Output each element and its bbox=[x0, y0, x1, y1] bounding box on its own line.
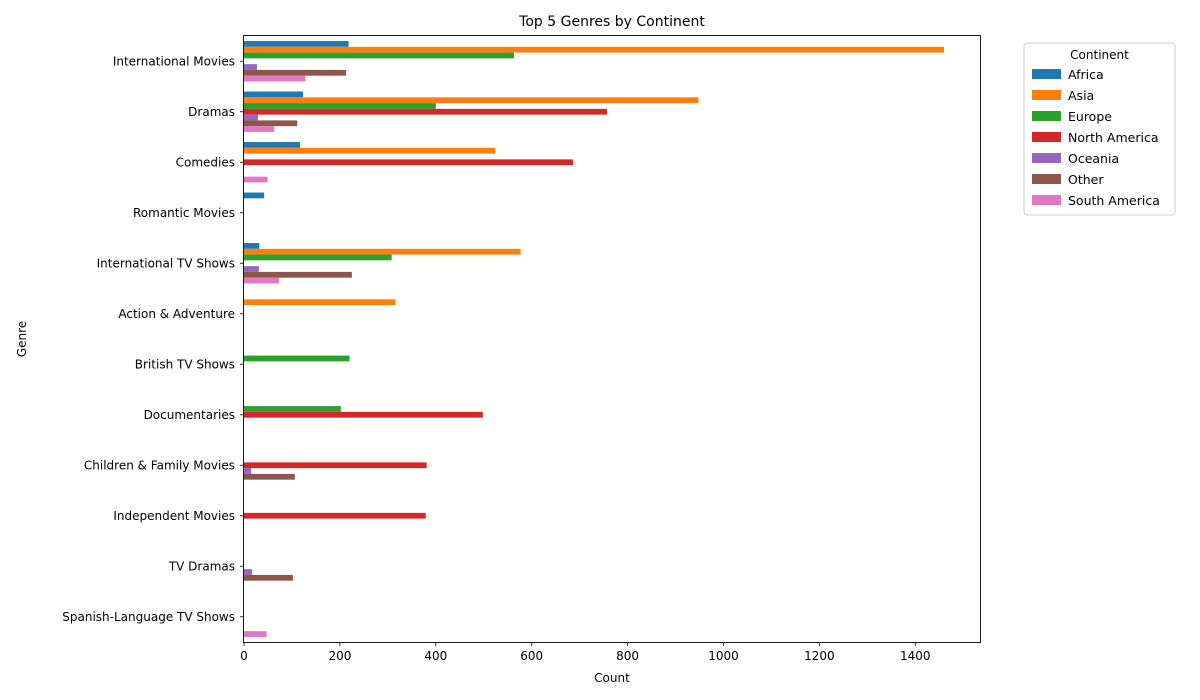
legend-swatch-other bbox=[1032, 174, 1061, 184]
bar-europe-british-tv-shows bbox=[244, 355, 350, 362]
bar-europe-international-movies bbox=[244, 52, 514, 59]
bar-asia-action-adventure bbox=[244, 299, 396, 306]
legend-frame bbox=[1023, 42, 1176, 216]
bar-south-america-international-movies bbox=[244, 75, 306, 82]
bar-asia-international-movies bbox=[244, 46, 945, 53]
plot-frame bbox=[243, 35, 981, 643]
bar-south-america-spanish-language-tv-shows bbox=[244, 631, 267, 637]
bar-south-america-international-tv-shows bbox=[244, 277, 280, 284]
bar-north-america-documentaries bbox=[244, 411, 483, 418]
bar-africa-international-tv-shows bbox=[244, 243, 260, 249]
y-tick-label: Dramas bbox=[188, 105, 235, 119]
bar-asia-dramas bbox=[244, 97, 699, 104]
y-tick-group: International Movies Dramas Comedies Romant… bbox=[62, 54, 244, 624]
bar-north-america-children-family-movies bbox=[244, 462, 427, 469]
bar-asia-international-tv-shows bbox=[244, 248, 521, 255]
y-tick-label: Documentaries bbox=[144, 408, 235, 422]
bar-other-children-family-movies bbox=[244, 473, 295, 480]
bar-other-international-tv-shows bbox=[244, 271, 352, 278]
x-axis-label: Count bbox=[594, 671, 630, 685]
x-tick-group: 0 200 400 600 800 1000 1200 1400 bbox=[240, 642, 931, 663]
bar-europe-international-tv-shows bbox=[244, 254, 392, 261]
legend-label-oceania: Oceania bbox=[1068, 151, 1119, 166]
bar-africa-comedies bbox=[244, 142, 301, 148]
legend-swatch-africa bbox=[1032, 69, 1061, 79]
legend-title: Continent bbox=[1070, 48, 1129, 62]
bar-south-america-comedies bbox=[244, 176, 268, 183]
legend-swatch-north-america bbox=[1032, 132, 1061, 142]
bars-group bbox=[244, 41, 945, 637]
legend-swatch-asia bbox=[1032, 90, 1061, 100]
legend: Continent Africa Asia Europe North America O… bbox=[1023, 42, 1176, 216]
legend-label-africa: Africa bbox=[1068, 67, 1104, 82]
y-axis-label: Genre bbox=[15, 321, 29, 357]
x-tick-label: 0 bbox=[240, 649, 248, 663]
bar-oceania-tv-dramas bbox=[244, 569, 253, 575]
y-tick-label: Comedies bbox=[176, 155, 235, 169]
bar-other-dramas bbox=[244, 120, 298, 127]
bar-other-international-movies bbox=[244, 69, 347, 76]
bar-north-america-independent-movies bbox=[244, 512, 426, 519]
chart-title: Top 5 Genres by Continent bbox=[518, 14, 705, 30]
y-tick-label: International Movies bbox=[113, 54, 235, 68]
legend-swatch-europe bbox=[1032, 111, 1061, 121]
y-tick-label: British TV Shows bbox=[135, 357, 235, 371]
bar-north-america-dramas bbox=[244, 108, 607, 115]
bar-south-america-dramas bbox=[244, 126, 275, 132]
x-tick-label: 200 bbox=[328, 649, 351, 663]
legend-label-other: Other bbox=[1068, 172, 1104, 187]
legend-label-south-america: South America bbox=[1068, 193, 1160, 208]
y-tick-label: Spanish-Language TV Shows bbox=[62, 610, 235, 624]
bar-europe-documentaries bbox=[244, 406, 341, 412]
x-tick-label: 1200 bbox=[804, 649, 835, 663]
bar-other-tv-dramas bbox=[244, 574, 293, 581]
legend-label-asia: Asia bbox=[1068, 88, 1094, 103]
y-tick-label: Action & Adventure bbox=[118, 307, 235, 321]
y-tick-label: Children & Family Movies bbox=[84, 458, 235, 472]
bar-oceania-dramas bbox=[244, 114, 258, 121]
x-tick-label: 1400 bbox=[900, 649, 931, 663]
x-tick-label: 600 bbox=[520, 649, 543, 663]
x-tick-label: 400 bbox=[424, 649, 447, 663]
legend-swatch-south-america bbox=[1032, 195, 1061, 205]
y-tick-label: Independent Movies bbox=[113, 509, 235, 523]
bar-africa-international-movies bbox=[244, 41, 349, 47]
legend-label-north-america: North America bbox=[1068, 130, 1159, 145]
bar-oceania-children-family-movies bbox=[244, 468, 252, 474]
bar-oceania-international-tv-shows bbox=[244, 266, 259, 272]
y-tick-label: Romantic Movies bbox=[133, 206, 235, 220]
bar-oceania-international-movies bbox=[244, 64, 257, 70]
legend-label-europe: Europe bbox=[1068, 109, 1112, 124]
x-tick-label: 800 bbox=[616, 649, 639, 663]
bar-africa-romantic-movies bbox=[244, 192, 265, 199]
bar-north-america-comedies bbox=[244, 159, 573, 166]
y-tick-label: TV Dramas bbox=[168, 559, 235, 573]
bar-asia-comedies bbox=[244, 147, 496, 154]
bar-africa-dramas bbox=[244, 91, 303, 98]
y-tick-label: International TV Shows bbox=[97, 256, 235, 270]
legend-items: Africa Asia Europe North America Oceania Othe… bbox=[1032, 67, 1160, 208]
x-tick-label: 1000 bbox=[708, 649, 739, 663]
bar-europe-dramas bbox=[244, 103, 436, 109]
legend-swatch-oceania bbox=[1032, 153, 1061, 163]
